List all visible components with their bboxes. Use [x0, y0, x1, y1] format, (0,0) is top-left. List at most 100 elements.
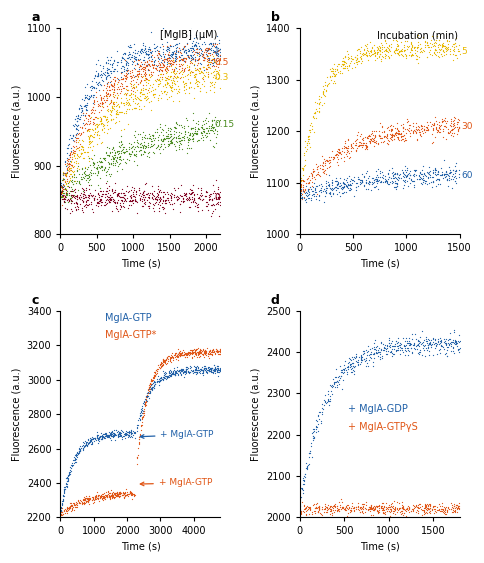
Point	[111, 76, 119, 85]
Point	[455, 173, 463, 182]
Point	[120, 194, 127, 203]
Point	[168, 190, 176, 199]
Point	[215, 46, 223, 55]
Point	[426, 49, 434, 58]
Point	[60, 196, 68, 205]
Point	[212, 39, 219, 48]
Point	[94, 71, 102, 80]
Point	[58, 183, 66, 192]
Y-axis label: Fluorescence (a.u.): Fluorescence (a.u.)	[11, 368, 21, 461]
Point	[66, 163, 74, 172]
Point	[192, 48, 199, 57]
Point	[185, 194, 193, 203]
Point	[214, 198, 222, 207]
Point	[216, 365, 224, 374]
Point	[310, 500, 318, 509]
Point	[371, 503, 378, 512]
Point	[454, 346, 461, 355]
Point	[103, 81, 111, 90]
Point	[90, 83, 97, 92]
Point	[417, 347, 424, 356]
Point	[118, 431, 125, 440]
Point	[166, 200, 174, 209]
Point	[419, 338, 426, 347]
Point	[162, 132, 170, 141]
Point	[116, 81, 123, 90]
Point	[200, 53, 208, 62]
Point	[115, 154, 122, 163]
Point	[203, 132, 211, 141]
Point	[192, 365, 200, 374]
Point	[116, 151, 124, 160]
Point	[400, 131, 408, 140]
Point	[157, 141, 165, 150]
Point	[204, 199, 212, 208]
Point	[63, 161, 71, 170]
Point	[209, 368, 217, 377]
Point	[324, 177, 332, 186]
Point	[211, 349, 219, 358]
Point	[205, 191, 212, 200]
Point	[169, 353, 177, 362]
Point	[365, 131, 373, 140]
Point	[378, 123, 386, 132]
Point	[60, 177, 68, 186]
Point	[392, 503, 399, 512]
Point	[183, 144, 191, 153]
Point	[155, 187, 163, 196]
Point	[329, 68, 336, 77]
Point	[305, 190, 313, 199]
Point	[405, 333, 413, 342]
Point	[110, 197, 118, 206]
Point	[182, 368, 190, 377]
Point	[385, 341, 393, 350]
Point	[123, 89, 131, 98]
Point	[200, 55, 208, 64]
Point	[124, 490, 132, 499]
Point	[348, 364, 355, 373]
Point	[134, 93, 142, 102]
Point	[121, 203, 128, 212]
Point	[310, 433, 318, 442]
Point	[202, 123, 210, 132]
Point	[299, 164, 307, 173]
Point	[160, 204, 167, 213]
Point	[89, 494, 97, 503]
Point	[429, 169, 437, 178]
Point	[76, 113, 83, 122]
Point	[430, 49, 438, 58]
Point	[146, 193, 153, 202]
Point	[211, 369, 219, 378]
Point	[79, 498, 87, 507]
Point	[175, 127, 182, 136]
Point	[132, 149, 139, 158]
Point	[70, 193, 77, 202]
Point	[162, 87, 169, 96]
Point	[124, 85, 132, 94]
Point	[94, 494, 102, 503]
Point	[120, 65, 128, 74]
Point	[298, 194, 306, 203]
Point	[185, 83, 193, 92]
Point	[327, 72, 334, 81]
Point	[183, 116, 191, 125]
Point	[139, 72, 147, 81]
Point	[339, 189, 347, 198]
Point	[160, 187, 168, 196]
Point	[308, 122, 316, 131]
Point	[105, 65, 112, 74]
Point	[340, 153, 348, 162]
Point	[370, 48, 378, 57]
Point	[184, 53, 192, 62]
Point	[338, 503, 346, 512]
Point	[130, 104, 138, 113]
Point	[178, 67, 185, 76]
Point	[179, 197, 187, 206]
Point	[149, 137, 156, 146]
Point	[366, 352, 374, 361]
Point	[146, 46, 154, 55]
Point	[366, 51, 374, 60]
Point	[136, 60, 143, 69]
Point	[68, 207, 76, 216]
Point	[198, 40, 206, 49]
